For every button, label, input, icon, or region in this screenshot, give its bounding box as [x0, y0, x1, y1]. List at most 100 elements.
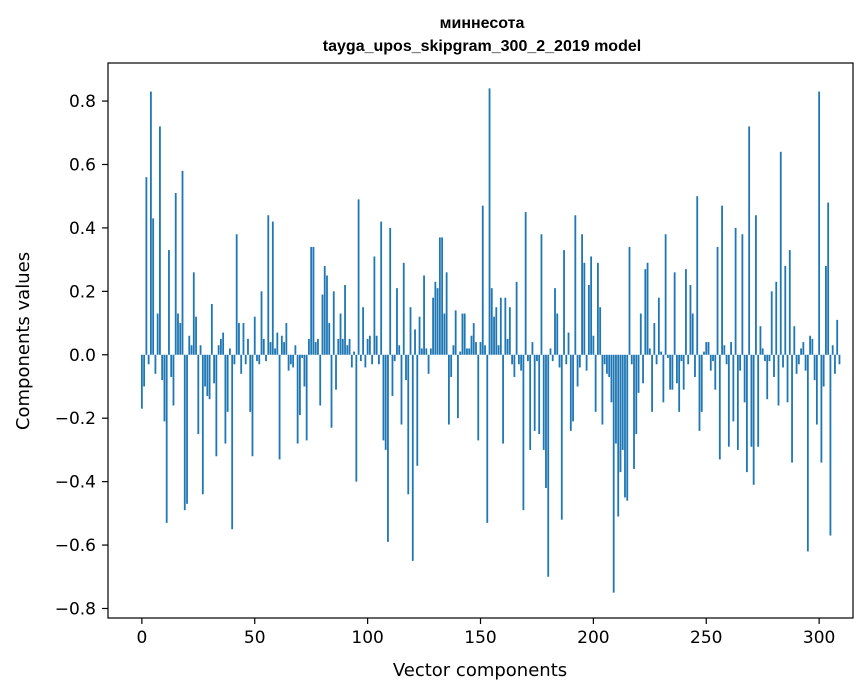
bar-96	[357, 199, 360, 355]
bar-10	[163, 354, 166, 422]
bar-296	[809, 335, 812, 355]
y-tick-label: 0.6	[69, 155, 96, 175]
bar-75	[310, 246, 313, 355]
bar-183	[554, 288, 556, 355]
bar-288	[791, 354, 793, 463]
bar-14	[172, 354, 175, 406]
chart-title: миннесота	[440, 15, 525, 32]
bar-193	[576, 354, 579, 387]
bar-261	[730, 342, 732, 355]
bar-195	[581, 234, 583, 355]
bar-260	[727, 354, 730, 447]
bar-174	[533, 354, 536, 431]
bar-58	[271, 221, 274, 355]
bar-68	[294, 345, 297, 355]
bar-179	[545, 354, 547, 488]
bar-87	[337, 338, 340, 355]
x-tick-label: 50	[244, 628, 266, 648]
bar-44	[240, 354, 243, 374]
bar-7	[156, 313, 159, 355]
bar-149	[477, 354, 480, 441]
bar-59	[274, 348, 276, 355]
bar-178	[542, 354, 545, 450]
bar-235	[671, 354, 674, 390]
bar-42	[235, 234, 238, 355]
bar-259	[725, 354, 728, 365]
bar-104	[375, 335, 378, 355]
bar-121	[414, 329, 416, 355]
bar-228	[655, 354, 658, 365]
bar-286	[786, 354, 789, 403]
bar-230	[660, 351, 663, 355]
bar-97	[359, 354, 362, 362]
bar-9	[161, 354, 164, 381]
bar-51	[256, 354, 258, 362]
bar-271	[752, 354, 755, 485]
bar-254	[714, 354, 717, 390]
bar-210	[615, 354, 617, 444]
bar-139	[454, 310, 457, 355]
bar-258	[723, 345, 726, 355]
bar-138	[452, 345, 455, 355]
bar-160	[502, 354, 504, 444]
bar-214	[624, 354, 626, 498]
bar-162	[506, 338, 509, 355]
bar-79	[319, 354, 322, 406]
bar-45	[242, 323, 245, 355]
bar-11	[165, 354, 168, 523]
bar-76	[312, 246, 315, 355]
bar-118	[407, 354, 410, 495]
bar-131	[436, 288, 439, 355]
bar-0	[140, 354, 143, 409]
bar-134	[443, 313, 446, 355]
y-tick-label: −0.8	[55, 599, 96, 619]
bar-270	[750, 354, 753, 447]
bar-234	[669, 354, 672, 390]
bar-145	[468, 348, 471, 355]
bar-242	[687, 354, 690, 365]
bar-48	[249, 354, 252, 412]
bar-248	[700, 354, 703, 412]
bar-2	[145, 177, 148, 355]
bar-267	[743, 354, 746, 403]
bar-297	[811, 338, 814, 355]
bar-4	[149, 91, 152, 355]
bar-3	[147, 354, 150, 365]
y-axis-label: Components values	[13, 252, 34, 430]
bar-56	[267, 215, 270, 355]
bar-200	[592, 335, 595, 355]
bar-224	[646, 262, 649, 355]
bar-294	[804, 354, 807, 371]
bar-251	[707, 342, 710, 355]
bar-120	[411, 354, 414, 561]
x-tick-label: 0	[136, 628, 147, 648]
bar-93	[350, 354, 353, 368]
bar-33	[215, 354, 218, 457]
bar-39	[229, 348, 231, 355]
bar-102	[371, 354, 374, 365]
bar-146	[470, 335, 473, 355]
bar-1	[143, 354, 146, 387]
bar-237	[676, 354, 678, 384]
bar-110	[389, 227, 392, 355]
bar-229	[657, 297, 660, 355]
bar-15	[174, 193, 177, 355]
bar-29	[206, 354, 209, 396]
bar-191	[572, 354, 574, 422]
bar-106	[380, 221, 383, 355]
bar-231	[662, 354, 665, 403]
bar-19	[183, 354, 186, 511]
bar-262	[732, 354, 735, 422]
bar-219	[635, 354, 638, 435]
bar-180	[547, 354, 550, 577]
bar-246	[696, 196, 699, 355]
bar-290	[795, 354, 798, 374]
bar-275	[761, 348, 764, 355]
bar-111	[391, 354, 394, 396]
bar-272	[755, 215, 757, 355]
bar-125	[423, 275, 425, 355]
bar-154	[488, 88, 491, 355]
bar-155	[490, 288, 493, 355]
chart-subtitle: tayga_upos_skipgram_300_2_2019 model	[323, 38, 641, 55]
bar-148	[475, 342, 477, 355]
